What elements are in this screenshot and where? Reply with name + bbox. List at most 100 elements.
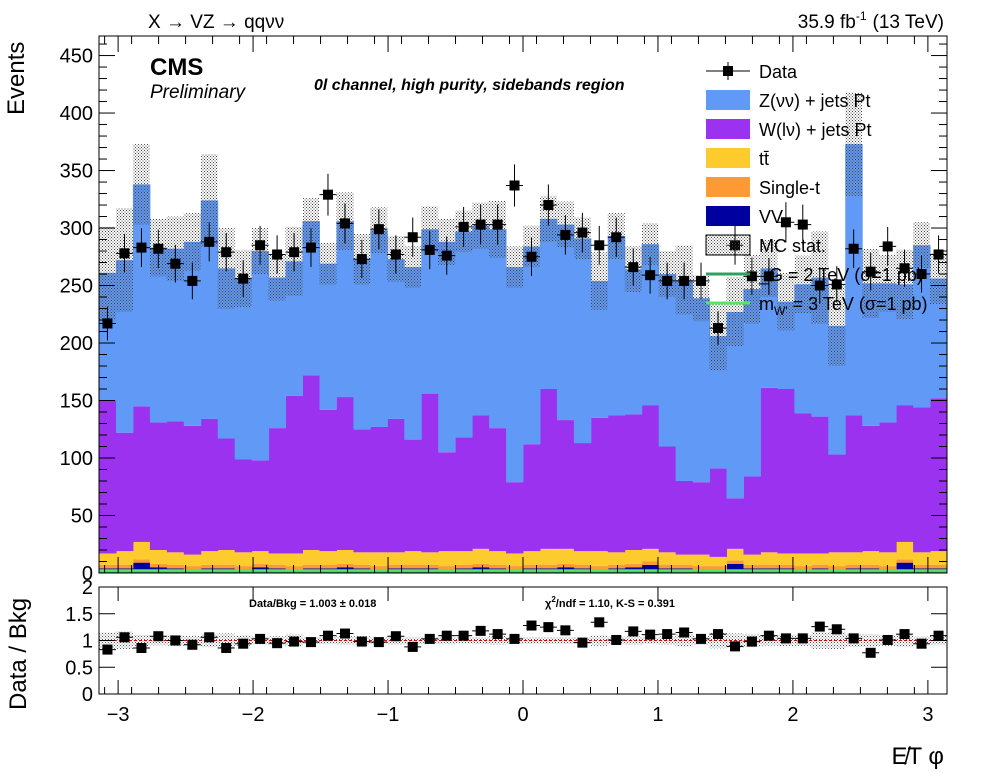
ratio-y-tick-label: 0: [82, 684, 93, 706]
bar-tt: [472, 548, 490, 564]
legend-swatch: [706, 177, 750, 197]
bar-wljetspt: [896, 405, 914, 542]
bar-singlet: [896, 559, 914, 563]
bar-zjetspt: [319, 263, 337, 410]
bar-singlet: [268, 564, 287, 569]
bar-tt: [200, 551, 219, 565]
bar-wljetspt: [862, 425, 880, 552]
data-point: [713, 323, 724, 334]
data-point: [255, 240, 266, 251]
ratio-point: [865, 647, 876, 658]
bar-zjetspt: [370, 230, 388, 427]
bar-singlet: [675, 564, 694, 569]
ratio-point: [255, 633, 266, 644]
ratio-y-axis-title: Data / Bkg: [5, 598, 32, 710]
data-point: [407, 232, 418, 243]
bar-singlet: [709, 566, 728, 570]
bar-tt: [404, 551, 422, 565]
ratio-point: [441, 630, 452, 641]
ratio-point: [492, 629, 503, 640]
bar-singlet: [353, 564, 371, 569]
ratio-point: [831, 624, 842, 635]
data-point: [814, 280, 825, 291]
y-tick-label: 50: [71, 506, 93, 528]
ratio-point: [119, 632, 130, 643]
bar-zjetspt: [590, 280, 609, 418]
bar-zjetspt: [692, 298, 711, 483]
ratio-point: [221, 642, 232, 653]
bar-wljetspt: [556, 420, 575, 549]
data-point: [662, 275, 673, 286]
bar-tt: [590, 551, 609, 567]
bar-tt: [879, 552, 897, 567]
bar-tt: [166, 552, 185, 565]
bar-wljetspt: [930, 398, 948, 552]
legend-hatch-swatch: [705, 234, 751, 256]
y-tick-label: 350: [60, 161, 93, 183]
bar-tt: [760, 552, 778, 565]
bar-tt: [99, 553, 117, 565]
bar-singlet: [590, 566, 609, 570]
data-point: [594, 240, 605, 251]
bar-singlet: [862, 564, 880, 569]
ratio-point: [305, 637, 316, 648]
data-point: [119, 248, 130, 259]
ratio-y-tick-label: 2: [82, 577, 93, 599]
bar-tt: [862, 551, 880, 565]
mc-stat-band: [777, 272, 795, 331]
legend-label: MC stat.: [759, 236, 826, 256]
bar-tt: [438, 551, 456, 567]
bar-singlet: [641, 561, 660, 565]
ratio-point: [407, 641, 418, 652]
mc-stat-band: [845, 92, 863, 196]
bar-singlet: [183, 566, 202, 570]
ratio-point: [204, 632, 215, 643]
bar-zjetspt: [132, 184, 151, 407]
bar-zjetspt: [353, 259, 371, 430]
bar-tt: [828, 552, 846, 567]
mc-stat-band: [99, 226, 116, 319]
bar-zjetspt: [268, 277, 287, 429]
data-point: [475, 219, 486, 230]
bar-tt: [183, 554, 202, 567]
data-point: [831, 279, 842, 290]
ratio-point: [373, 637, 384, 648]
data-point: [390, 249, 401, 260]
bar-tt: [336, 550, 354, 564]
bar-wljetspt: [811, 416, 829, 554]
mc-stat-band: [930, 253, 947, 304]
legend-label: tt̄: [759, 149, 769, 169]
luminosity-label: 35.9 fb-1 (13 TeV): [798, 9, 944, 33]
legend-swatch: [706, 90, 750, 110]
bar-zjetspt: [217, 268, 236, 439]
bar-tt: [489, 551, 507, 565]
bar-zjetspt: [438, 241, 456, 453]
data-point: [373, 224, 384, 235]
data-point: [339, 218, 350, 229]
data-point: [797, 219, 808, 230]
data-point: [645, 270, 656, 281]
bar-tt: [811, 553, 829, 565]
bar-vv: [896, 562, 914, 573]
chi2-text: χ2/ndf = 1.10, K-S = 0.391: [545, 595, 675, 610]
bar-wljetspt: [166, 421, 185, 553]
y-tick-label: 250: [60, 276, 93, 298]
bar-wljetspt: [285, 395, 304, 554]
legend-label: Data: [759, 62, 798, 82]
ratio-points: [98, 617, 948, 658]
bar-singlet: [930, 564, 948, 569]
bar-wljetspt: [675, 481, 694, 555]
mc-stat-band: [506, 246, 523, 288]
y-axis-title: Events: [3, 42, 30, 115]
bar-tt: [455, 551, 473, 565]
ratio-point: [238, 638, 249, 649]
bar-singlet: [506, 566, 524, 570]
bar-tt: [234, 552, 253, 567]
data-point: [865, 266, 876, 277]
bar-wljetspt: [183, 425, 202, 555]
data-point: [492, 219, 503, 230]
bar-zjetspt: [913, 245, 931, 408]
legend-label: mW' = 3 TeV (σ=1 pb): [759, 294, 928, 318]
stacked-histogram: [99, 144, 948, 573]
